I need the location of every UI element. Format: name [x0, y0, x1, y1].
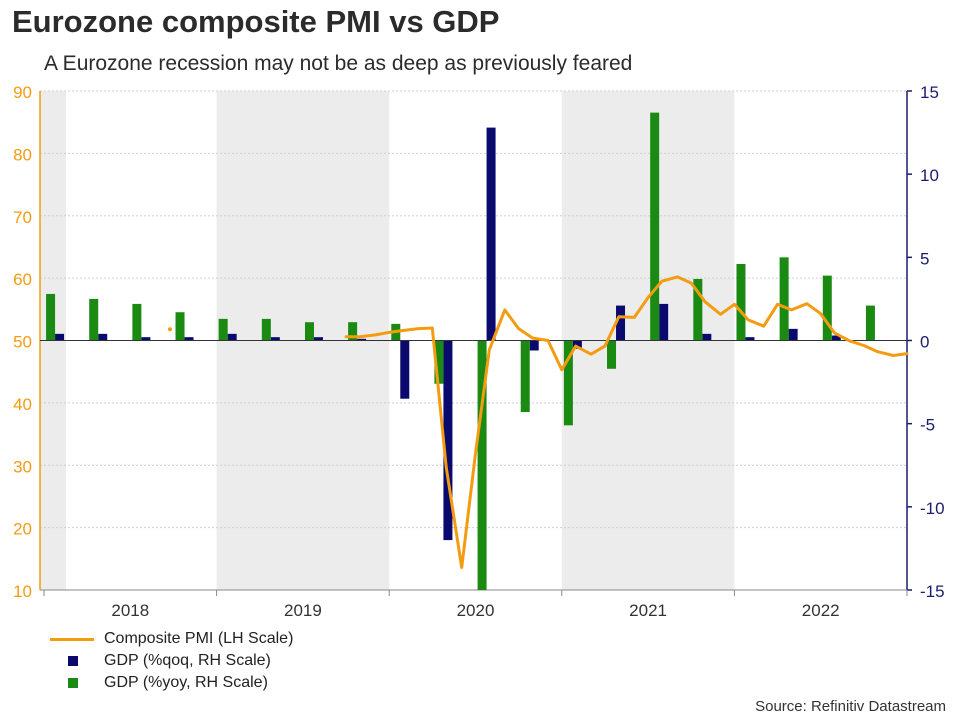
- right-tick-label: -15: [920, 582, 945, 601]
- bar-gdp-yoy-2022Q4: [865, 305, 875, 341]
- legend-item-qoq: GDP (%qoq, RH Scale): [50, 650, 293, 672]
- bar-gdp-yoy-2021Q4: [693, 278, 703, 341]
- point-composite-pmi: [167, 327, 172, 332]
- bar-gdp-yoy-2020Q3: [477, 340, 487, 590]
- x-tick-label: 2018: [111, 601, 149, 620]
- left-tick-label: 20: [13, 520, 32, 539]
- legend-label-qoq: GDP (%qoq, RH Scale): [104, 652, 271, 669]
- legend: Composite PMI (LH Scale) GDP (%qoq, RH S…: [50, 628, 293, 694]
- right-tick-label: -10: [920, 499, 945, 518]
- bar-gdp-qoq-2022Q2: [788, 328, 798, 341]
- legend-swatch-yoy: [68, 678, 78, 688]
- legend-item-yoy: GDP (%yoy, RH Scale): [50, 672, 293, 694]
- chart-subtitle: A Eurozone recession may not be as deep …: [44, 52, 633, 75]
- legend-swatch-pmi: [50, 638, 94, 641]
- left-tick-label: 90: [13, 83, 32, 102]
- bar-gdp-yoy-2022Q3: [822, 275, 832, 341]
- bar-gdp-yoy-2019Q4: [348, 322, 358, 341]
- bar-gdp-yoy-2021Q3: [650, 112, 660, 341]
- bar-gdp-qoq-2022Q3: [831, 335, 841, 341]
- left-tick-label: 80: [13, 145, 32, 164]
- bar-gdp-qoq-2020Q4: [529, 340, 539, 351]
- bar-gdp-yoy-2020Q4: [520, 340, 530, 413]
- right-tick-label: 15: [920, 83, 939, 102]
- bar-gdp-qoq-2019Q1: [227, 333, 237, 341]
- bar-gdp-yoy-2018Q4: [175, 312, 185, 341]
- bar-gdp-yoy-2022Q2: [779, 257, 789, 341]
- line-composite-pmi: [344, 275, 909, 569]
- bar-gdp-qoq-2021Q3: [659, 303, 669, 341]
- source-note: Source: Refinitiv Datastream: [755, 698, 946, 715]
- bar-gdp-qoq-2021Q4: [702, 333, 712, 341]
- bar-gdp-qoq-2021Q2: [616, 305, 626, 341]
- bar-gdp-qoq-2018Q3: [141, 337, 151, 341]
- chart-title: Eurozone composite PMI vs GDP: [12, 4, 500, 39]
- right-tick-label: 5: [920, 249, 929, 268]
- bar-gdp-qoq-2020Q2: [443, 340, 453, 541]
- legend-swatch-qoq: [68, 656, 78, 666]
- bar-gdp-yoy-2019Q2: [261, 318, 271, 341]
- right-tick-label: -5: [920, 416, 935, 435]
- x-tick-label: 2022: [802, 601, 840, 620]
- x-tick-label: 2019: [284, 601, 322, 620]
- bar-gdp-yoy-2021Q1: [563, 340, 573, 426]
- bar-gdp-qoq-2020Q1: [400, 340, 410, 399]
- bar-gdp-yoy-2020Q2: [434, 340, 444, 384]
- bar-gdp-qoq-2019Q3: [313, 337, 323, 341]
- left-tick-label: 70: [13, 208, 32, 227]
- chart-canvas: 10 20 30 40 50 60 70 80 90 -15 -10 -5 0 5 10 15 2018 2019…: [13, 83, 945, 620]
- bar-gdp-qoq-2018Q2: [98, 333, 108, 341]
- right-tick-label: 10: [920, 166, 939, 185]
- bar-gdp-qoq-2022Q1: [745, 337, 755, 341]
- left-tick-label: 10: [13, 582, 32, 601]
- right-tick-label: 0: [920, 333, 929, 352]
- bar-gdp-qoq-2019Q4: [357, 338, 367, 341]
- bar-gdp-qoq-2019Q2: [270, 337, 280, 341]
- bar-gdp-yoy-2019Q3: [304, 322, 314, 341]
- bar-gdp-yoy-2018Q3: [132, 303, 142, 341]
- bar-gdp-yoy-2018Q2: [89, 298, 99, 341]
- left-tick-label: 40: [13, 395, 32, 414]
- left-tick-label: 30: [13, 457, 32, 476]
- legend-label-yoy: GDP (%yoy, RH Scale): [104, 674, 268, 691]
- bar-gdp-yoy-2022Q1: [736, 263, 746, 341]
- x-tick-label: 2020: [457, 601, 495, 620]
- bar-gdp-qoq-2020Q3: [486, 127, 496, 341]
- x-tick-label: 2021: [629, 601, 667, 620]
- bar-gdp-yoy-2019Q1: [218, 318, 228, 341]
- legend-label-pmi: Composite PMI (LH Scale): [104, 630, 294, 647]
- bar-gdp-qoq-2021Q1: [572, 340, 582, 349]
- left-tick-label: 50: [13, 333, 32, 352]
- bar-gdp-qoq-2018Q1: [55, 333, 65, 341]
- bar-gdp-qoq-2018Q4: [184, 337, 194, 341]
- left-tick-label: 60: [13, 270, 32, 289]
- bar-gdp-yoy-2021Q2: [607, 340, 617, 369]
- bar-gdp-yoy-2018Q1: [46, 293, 56, 341]
- legend-item-pmi: Composite PMI (LH Scale): [50, 628, 293, 650]
